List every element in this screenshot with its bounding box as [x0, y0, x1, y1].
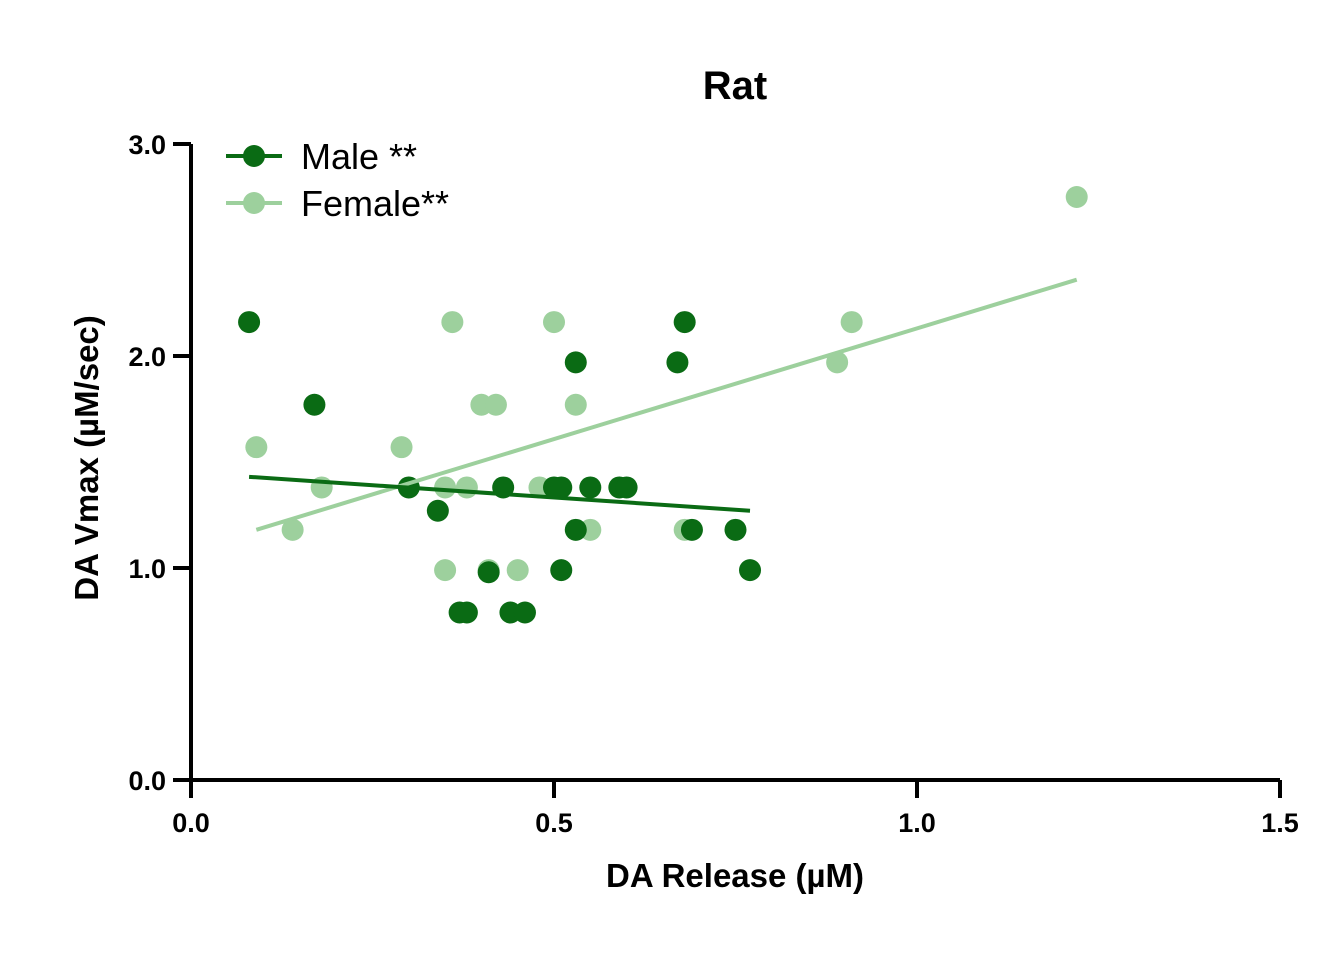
data-point — [484, 393, 507, 416]
data-point — [739, 559, 762, 582]
data-point — [426, 499, 449, 522]
y-tick-label: 1.0 — [128, 554, 166, 584]
x-tick-label: 1.0 — [898, 808, 936, 838]
data-point — [543, 311, 565, 334]
data-point — [673, 311, 696, 334]
data-point — [666, 351, 689, 374]
data-point — [441, 311, 464, 334]
chart-title: Rat — [703, 64, 767, 108]
data-point — [477, 561, 500, 584]
y-axis-label: DA Vmax (µM/sec) — [68, 315, 105, 601]
series-layer — [238, 186, 1088, 624]
data-point — [579, 476, 602, 499]
data-point — [434, 476, 457, 499]
data-point — [455, 601, 478, 624]
x-axis-ticks: 0.0 0.5 1.0 1.5 — [172, 780, 1299, 838]
data-point — [840, 311, 863, 334]
y-tick-label: 0.0 — [128, 766, 166, 796]
y-axis-ticks: 0.0 1.0 2.0 3.0 — [128, 130, 191, 796]
data-point — [303, 393, 326, 416]
legend-male-marker — [243, 145, 265, 167]
x-axis-label: DA Release (µM) — [606, 857, 864, 894]
axes — [189, 144, 1280, 782]
x-tick-label: 0.0 — [172, 808, 210, 838]
data-point — [434, 559, 457, 582]
data-point — [281, 518, 304, 541]
data-point — [564, 518, 587, 541]
series-male — [238, 311, 762, 624]
data-point — [564, 393, 587, 416]
data-point — [680, 518, 703, 541]
x-tick-label: 0.5 — [535, 808, 573, 838]
data-point — [724, 518, 747, 541]
series-female — [245, 186, 1088, 582]
data-point — [390, 436, 413, 459]
data-point — [615, 476, 638, 499]
x-tick-label: 1.5 — [1261, 808, 1299, 838]
legend-female-label: Female** — [301, 183, 449, 224]
data-point — [245, 436, 268, 459]
data-point — [826, 351, 849, 374]
legend-item-female: Female** — [226, 183, 449, 224]
data-point — [238, 311, 261, 334]
data-point — [550, 559, 573, 582]
data-point — [513, 601, 536, 624]
legend-female-marker — [243, 192, 265, 214]
fit-line-male — [248, 474, 751, 513]
data-point — [455, 476, 478, 499]
data-point — [506, 559, 529, 582]
fit-line-female — [255, 277, 1078, 532]
legend-male-label: Male ** — [301, 136, 417, 177]
data-point — [1065, 186, 1088, 208]
legend: Male ** Female** — [226, 136, 449, 224]
data-point — [564, 351, 587, 374]
data-point — [550, 476, 573, 499]
y-tick-label: 3.0 — [128, 130, 166, 160]
y-tick-label: 2.0 — [128, 342, 166, 372]
legend-item-male: Male ** — [226, 136, 417, 177]
